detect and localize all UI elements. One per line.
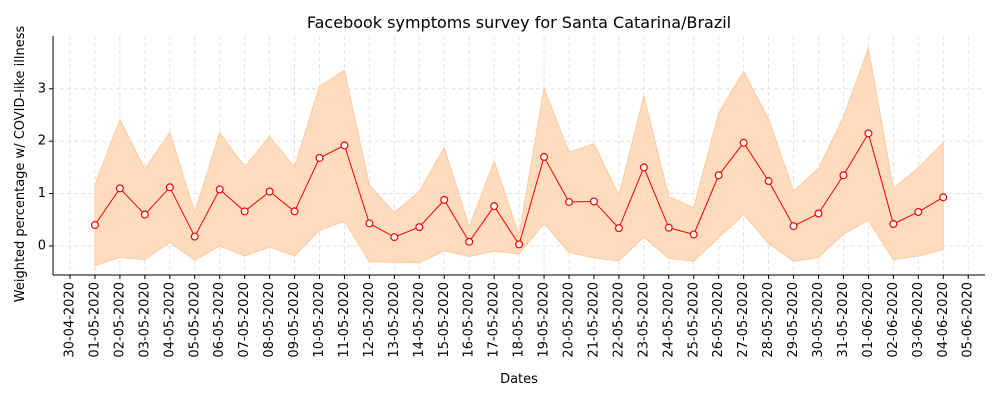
data-point xyxy=(889,219,898,228)
x-tick-label: 01-06-2020 xyxy=(861,282,876,358)
x-tick-label: 29-05-2020 xyxy=(786,282,801,358)
data-point xyxy=(764,177,773,186)
data-point xyxy=(115,184,124,193)
x-tick-label: 02-05-2020 xyxy=(112,282,127,358)
x-tick-label: 04-06-2020 xyxy=(936,282,951,358)
x-tick-label: 14-05-2020 xyxy=(412,282,427,358)
x-tick-label: 02-06-2020 xyxy=(886,282,901,358)
data-point xyxy=(465,237,474,246)
x-tick-label: 30-04-2020 xyxy=(63,282,78,358)
data-point xyxy=(689,230,698,239)
data-point xyxy=(564,197,573,206)
x-tick-label: 15-05-2020 xyxy=(437,282,452,358)
x-tick-label: 31-05-2020 xyxy=(836,282,851,358)
data-point xyxy=(265,187,274,196)
data-point xyxy=(839,171,848,180)
data-point xyxy=(140,210,149,219)
x-tick-label: 30-05-2020 xyxy=(811,282,826,358)
x-tick-label: 26-05-2020 xyxy=(711,282,726,358)
data-point xyxy=(290,207,299,216)
x-axis-label: Dates xyxy=(500,372,538,387)
x-tick-label: 01-05-2020 xyxy=(87,282,102,358)
y-tick-label: 0 xyxy=(38,239,46,254)
x-tick-label: 17-05-2020 xyxy=(487,282,502,358)
confidence-band-layer xyxy=(94,46,944,267)
data-point xyxy=(415,223,424,232)
data-point xyxy=(540,152,549,161)
x-tick-label: 27-05-2020 xyxy=(736,282,751,358)
data-points-layer xyxy=(90,129,948,249)
x-tick-label: 03-06-2020 xyxy=(911,282,926,358)
x-tick-label: 18-05-2020 xyxy=(512,282,527,358)
chart-title: Facebook symptoms survey for Santa Catar… xyxy=(307,13,731,32)
x-ticks: 30-04-2020 01-05-2020 02-05-2020 03-05-2020… xyxy=(63,275,976,358)
data-point xyxy=(315,153,324,162)
data-point xyxy=(714,171,723,180)
x-tick-label: 25-05-2020 xyxy=(686,282,701,358)
x-tick-label: 12-05-2020 xyxy=(362,282,377,358)
data-point xyxy=(365,219,374,228)
data-point xyxy=(814,209,823,218)
x-tick-label: 08-05-2020 xyxy=(262,282,277,358)
data-point xyxy=(914,207,923,216)
data-point xyxy=(639,163,648,172)
data-point xyxy=(165,183,174,192)
x-tick-label: 20-05-2020 xyxy=(562,282,577,358)
x-tick-label: 16-05-2020 xyxy=(462,282,477,358)
y-tick-label: 2 xyxy=(38,134,46,149)
data-point xyxy=(589,197,598,206)
data-point xyxy=(515,240,524,249)
y-tick-label: 1 xyxy=(38,186,46,201)
x-tick-label: 05-06-2020 xyxy=(961,282,976,358)
y-ticks: 0 1 2 3 xyxy=(38,81,53,254)
x-tick-label: 09-05-2020 xyxy=(287,282,302,358)
data-point xyxy=(340,141,349,150)
x-tick-label: 28-05-2020 xyxy=(761,282,776,358)
data-point xyxy=(789,222,798,231)
x-tick-label: 21-05-2020 xyxy=(586,282,601,358)
x-tick-label: 04-05-2020 xyxy=(162,282,177,358)
confidence-band xyxy=(94,46,944,267)
data-point xyxy=(664,223,673,232)
data-point xyxy=(614,224,623,233)
x-tick-label: 23-05-2020 xyxy=(636,282,651,358)
y-axis-label: Weighted percentage w/ COVID-like illnes… xyxy=(13,26,28,303)
x-tick-label: 24-05-2020 xyxy=(661,282,676,358)
x-tick-label: 10-05-2020 xyxy=(312,282,327,358)
data-point xyxy=(739,138,748,147)
data-point xyxy=(390,233,399,242)
x-tick-label: 05-05-2020 xyxy=(187,282,202,358)
data-point xyxy=(490,202,499,211)
x-tick-label: 19-05-2020 xyxy=(537,282,552,358)
data-point xyxy=(939,193,948,202)
x-tick-label: 03-05-2020 xyxy=(137,282,152,358)
data-point xyxy=(240,207,249,216)
x-tick-label: 06-05-2020 xyxy=(212,282,227,358)
x-tick-label: 22-05-2020 xyxy=(611,282,626,358)
y-tick-label: 3 xyxy=(38,81,46,96)
x-tick-label: 13-05-2020 xyxy=(387,282,402,358)
data-point xyxy=(440,195,449,204)
data-point xyxy=(864,129,873,138)
data-point xyxy=(190,232,199,241)
data-point xyxy=(215,185,224,194)
x-tick-label: 07-05-2020 xyxy=(237,282,252,358)
x-tick-label: 11-05-2020 xyxy=(337,282,352,358)
data-point xyxy=(90,221,99,230)
